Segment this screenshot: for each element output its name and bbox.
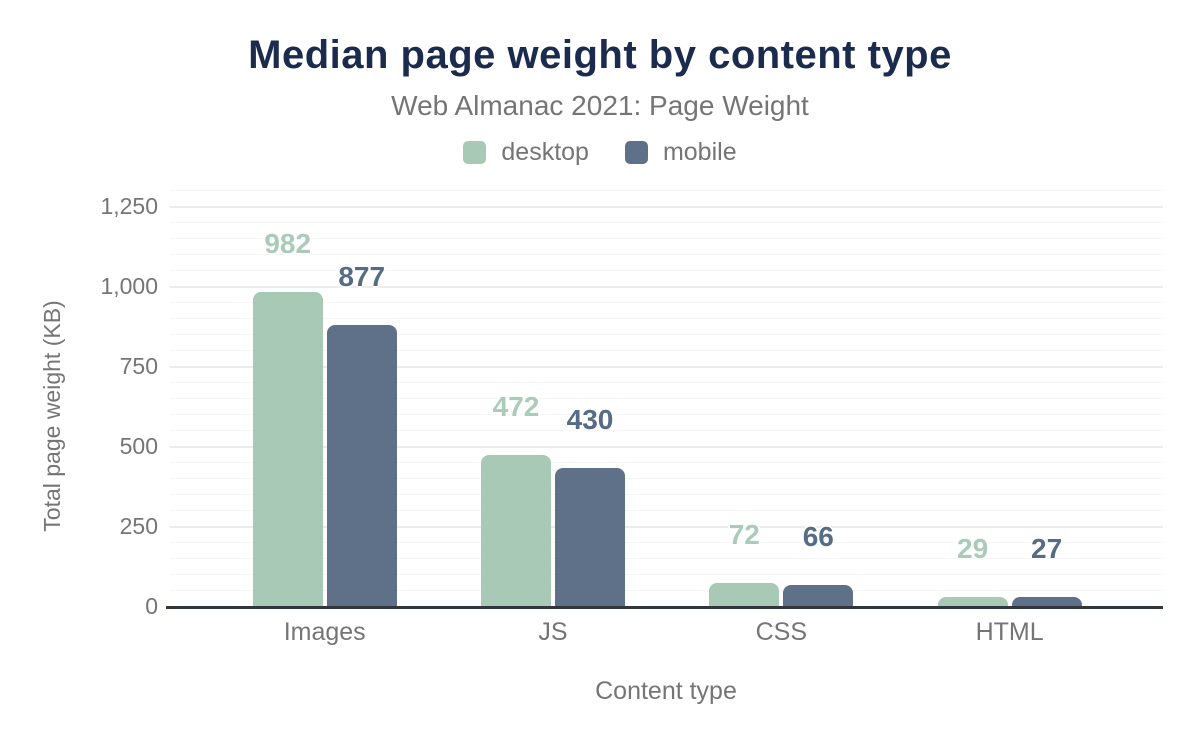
bar-desktop-images[interactable] xyxy=(252,291,323,606)
gridline-minor xyxy=(170,222,1163,223)
y-tick-label: 500 xyxy=(119,433,158,459)
gridline-minor xyxy=(170,382,1163,383)
gridline-minor xyxy=(170,510,1163,511)
gridline-minor xyxy=(170,430,1163,431)
bar-desktop-css[interactable] xyxy=(709,583,780,606)
gridline-minor xyxy=(170,190,1163,191)
legend-swatch-desktop xyxy=(463,141,487,164)
bar-desktop-html[interactable] xyxy=(937,596,1008,606)
legend-label: desktop xyxy=(501,138,589,166)
gridline-major xyxy=(170,366,1163,368)
value-label-desktop-html: 29 xyxy=(957,532,989,564)
value-label-mobile-css: 66 xyxy=(802,520,834,552)
value-label-desktop-images: 982 xyxy=(264,227,312,259)
bar-mobile-css[interactable] xyxy=(783,584,854,606)
gridline-minor xyxy=(170,574,1163,575)
gridline-minor xyxy=(170,270,1163,271)
legend: desktop mobile xyxy=(0,138,1200,167)
legend-swatch-mobile xyxy=(624,141,648,164)
gridline-minor xyxy=(170,334,1163,335)
chart-subtitle: Web Almanac 2021: Page Weight xyxy=(391,90,809,121)
x-tick-label-html: HTML xyxy=(975,618,1044,646)
bar-mobile-html[interactable] xyxy=(1011,597,1082,606)
gridline-minor xyxy=(170,462,1163,463)
y-tick-label: 750 xyxy=(119,353,158,379)
value-label-mobile-js: 430 xyxy=(566,404,614,436)
gridline-major xyxy=(170,446,1163,448)
gridline-minor xyxy=(170,302,1163,303)
y-tick-label: 0 xyxy=(145,593,158,619)
gridline-minor xyxy=(170,590,1163,591)
y-axis-title: Total page weight (KB) xyxy=(39,300,65,532)
gridline-minor xyxy=(170,558,1163,559)
gridline-minor xyxy=(170,350,1163,351)
x-tick-label-js: JS xyxy=(538,618,568,646)
gridline-minor xyxy=(170,494,1163,495)
bar-desktop-js[interactable] xyxy=(481,455,551,606)
legend-label: mobile xyxy=(662,138,737,166)
gridline-minor xyxy=(170,318,1163,319)
gridline-major xyxy=(170,526,1163,528)
gridline-minor xyxy=(170,542,1163,543)
x-axis-line xyxy=(166,606,1163,609)
gridline-major xyxy=(170,206,1163,208)
gridline-minor xyxy=(170,254,1163,255)
y-tick-label: 1,000 xyxy=(100,273,158,299)
value-label-mobile-html: 27 xyxy=(1031,533,1063,565)
y-tick-label: 250 xyxy=(119,513,158,539)
bar-mobile-images[interactable] xyxy=(326,325,397,606)
legend-item-desktop[interactable]: desktop xyxy=(463,138,589,167)
x-tick-label-css: CSS xyxy=(755,618,807,646)
chart-title: Median page weight by content type xyxy=(248,33,952,77)
bar-mobile-js[interactable] xyxy=(555,468,625,606)
value-label-desktop-css: 72 xyxy=(728,519,760,550)
gridline-minor xyxy=(170,414,1163,415)
gridline-minor xyxy=(170,238,1163,239)
gridline-minor xyxy=(170,398,1163,399)
x-axis-title: Content type xyxy=(595,677,737,705)
legend-item-mobile[interactable]: mobile xyxy=(624,138,737,167)
gridline-minor xyxy=(170,478,1163,479)
y-tick-label: 1,250 xyxy=(100,193,158,219)
gridline-major xyxy=(170,286,1163,288)
x-tick-label-images: Images xyxy=(283,618,366,646)
value-label-desktop-js: 472 xyxy=(492,391,540,422)
value-label-mobile-images: 877 xyxy=(338,261,386,293)
